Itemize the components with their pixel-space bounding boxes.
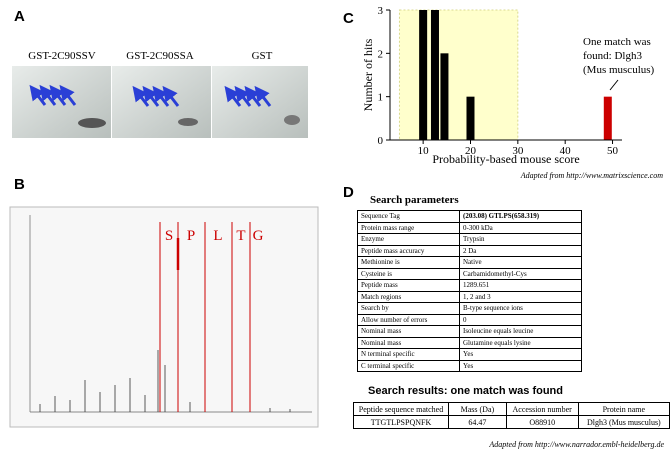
table-row: Peptide mass 1289.651 xyxy=(357,279,582,292)
spectrum xyxy=(9,206,319,428)
x-tick-label: 40 xyxy=(560,145,572,157)
x-tick-label: 30 xyxy=(512,145,524,157)
gel-label: GST xyxy=(252,50,273,62)
panel-letter: D xyxy=(343,184,354,201)
table-row: Protein mass range 0-300 kDa xyxy=(357,221,582,234)
chart: 0 1 2 3 10 20 30 40 50 Probability-based mouse sc… xyxy=(361,5,663,180)
gel-label: GST-2C90SSV xyxy=(28,50,96,62)
table-cell: Mass (Da) xyxy=(448,402,507,416)
table-cell: Isoleucine equals leucine xyxy=(459,325,582,338)
annotation: (Mus musculus) xyxy=(583,64,655,76)
panel-letter: A xyxy=(14,8,25,25)
table-cell: 0 xyxy=(459,313,582,326)
table-cell: O88910 xyxy=(505,415,579,429)
table-row: Methionine is Native xyxy=(357,256,582,269)
y-tick-label: 2 xyxy=(378,48,384,60)
table-cell: N terminal specific xyxy=(357,348,460,361)
table-row: C terminal specific Yes xyxy=(357,359,582,372)
table-cell: Native xyxy=(459,256,582,269)
table-row: Peptide sequence matched Mass (Da) Accessi… xyxy=(352,402,670,416)
x-tick-label: 10 xyxy=(418,145,430,157)
table-row: Search by B-type sequence ions xyxy=(357,302,582,315)
residue: S xyxy=(165,228,173,244)
table-row: Match regions 1, 2 and 3 xyxy=(357,290,582,303)
table-cell: Enzyme xyxy=(357,233,460,246)
y-tick-label: 0 xyxy=(378,135,384,147)
table-cell: (203.08) GTLPS(658.319) xyxy=(459,210,582,223)
table-row: Sequence Tag (203.08) GTLPS(658.319) xyxy=(357,210,582,223)
bar xyxy=(440,53,449,141)
y-tick-label: 3 xyxy=(378,5,384,17)
bar xyxy=(430,10,439,140)
residue: G xyxy=(253,228,264,244)
panel-letter: B xyxy=(14,176,25,193)
table-row: Enzyme Trypsin xyxy=(357,233,582,246)
y-axis-label: Number of hits xyxy=(361,38,375,111)
x-axis-label: Probability-based mouse score xyxy=(432,152,579,166)
table-cell: Yes xyxy=(459,348,582,361)
y-tick-label: 1 xyxy=(378,92,384,104)
params-table: Sequence Tag (203.08) GTLPS(658.319) Prote… xyxy=(357,210,582,372)
table-cell: Methionine is xyxy=(357,256,460,269)
table-row: Peptide mass accuracy 2 Da xyxy=(357,244,582,257)
source: Adapted from http://www.matrixscience.co… xyxy=(520,171,663,180)
table-cell: TTGTLPSPQNFK xyxy=(352,415,450,429)
table-cell: 0-300 kDa xyxy=(459,221,582,234)
table-title: Search parameters xyxy=(370,194,459,206)
table-cell: 1289.651 xyxy=(459,279,582,292)
table-title: Search results: one match was found xyxy=(368,385,563,397)
table-cell: Peptide sequence matched xyxy=(352,402,450,416)
highlight-region xyxy=(398,9,519,141)
table-cell: Trypsin xyxy=(459,233,582,246)
table-cell: Glutamine equals lysine xyxy=(459,336,582,349)
table-cell: Sequence Tag xyxy=(357,210,460,223)
table-cell: Dlgh3 (Mus musculus) xyxy=(577,415,670,429)
gels xyxy=(12,66,308,138)
table-row: Allow number of errors 0 xyxy=(357,313,582,326)
table-cell: Yes xyxy=(459,359,582,372)
table-cell: 64.47 xyxy=(448,415,507,429)
table-cell: B-type sequence ions xyxy=(459,302,582,315)
table-row: TTGTLPSPQNFK 64.47 O88910 Dlgh3 (Mus muscul… xyxy=(352,415,670,429)
source: Adapted from http://www.narrador.embl-he… xyxy=(489,440,664,449)
annotation: One match was xyxy=(583,36,651,48)
panel-letter: C xyxy=(343,10,354,27)
bar xyxy=(419,10,428,140)
x-tick-label: 20 xyxy=(465,145,477,157)
table-cell: Search by xyxy=(357,302,460,315)
table-cell: Protein mass range xyxy=(357,221,460,234)
table-row: Nominal mass Glutamine equals lysine xyxy=(357,336,582,349)
table-cell: Match regions xyxy=(357,290,460,303)
table-cell: 2 Da xyxy=(459,244,582,257)
table-cell: Nominal mass xyxy=(357,336,460,349)
table-row: N terminal specific Yes xyxy=(357,348,582,361)
table-row: Nominal mass Isoleucine equals leucine xyxy=(357,325,582,338)
residue: P xyxy=(187,228,195,244)
residue: T xyxy=(236,228,245,244)
table-cell: Carbamidomethyl-Cys xyxy=(459,267,582,280)
table-row: Cysteine is Carbamidomethyl-Cys xyxy=(357,267,582,280)
table-cell: Accession number xyxy=(505,402,579,416)
table-cell: Protein name xyxy=(577,402,670,416)
bar xyxy=(603,96,612,140)
table-cell: 1, 2 and 3 xyxy=(459,290,582,303)
annotation: found: Dlgh3 xyxy=(583,50,642,62)
table-cell: Peptide mass accuracy xyxy=(357,244,460,257)
results-table: Peptide sequence matched Mass (Da) Accessi… xyxy=(352,402,670,429)
table-cell: C terminal specific xyxy=(357,359,460,372)
annotation-arrow xyxy=(609,79,619,91)
table-cell: Peptide mass xyxy=(357,279,460,292)
table-cell: Cysteine is xyxy=(357,267,460,280)
bar xyxy=(466,96,475,140)
residue: L xyxy=(213,228,222,244)
table-cell: Nominal mass xyxy=(357,325,460,338)
table-cell: Allow number of errors xyxy=(357,313,460,326)
gel-label: GST-2C90SSA xyxy=(126,50,194,62)
x-tick-label: 50 xyxy=(607,145,619,157)
panels-ab: GST-2C90SSV GST-2C90SSA GST S P L T G xyxy=(9,50,319,428)
